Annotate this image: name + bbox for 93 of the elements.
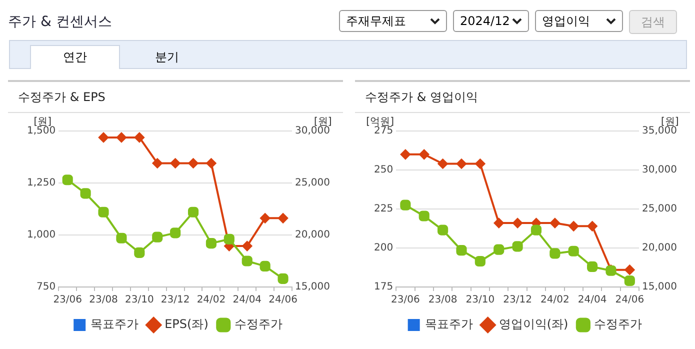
text: 연간 — [30, 45, 120, 69]
point — [494, 244, 504, 255]
text: 주가 & 컨센서스 — [8, 13, 112, 31]
y2-tick-label: 30,000 — [642, 164, 678, 176]
text: 검색 — [629, 10, 677, 34]
y-tick-label: 275 — [374, 126, 394, 137]
point — [438, 224, 448, 236]
legend-label: 영업이익(좌) — [498, 317, 568, 332]
point — [206, 158, 216, 168]
text: 분기 — [154, 48, 180, 66]
x-tick-label: 23/10 — [466, 294, 495, 306]
y2-tick-label: 20,000 — [295, 230, 330, 241]
point — [242, 241, 252, 252]
point — [98, 206, 109, 218]
x-tick-label: 23/08 — [89, 294, 118, 306]
point — [474, 256, 486, 267]
point — [494, 218, 504, 228]
x-tick-label: 23/12 — [503, 294, 532, 306]
point — [512, 218, 523, 228]
point — [512, 241, 523, 252]
point — [80, 188, 91, 199]
point — [188, 158, 198, 168]
point — [550, 218, 560, 228]
point — [624, 264, 635, 275]
x-tick-label: 23/10 — [125, 294, 154, 306]
x-tick-label: 24/04 — [578, 294, 607, 306]
point — [419, 149, 430, 160]
point — [624, 275, 635, 286]
y2-tick-label: 25,000 — [642, 204, 678, 215]
point — [475, 158, 486, 169]
point — [260, 260, 270, 272]
point — [278, 213, 288, 224]
y2-tick-label: 15,000 — [642, 282, 678, 293]
x-tick-label: 24/06 — [615, 294, 644, 306]
y2-tick-label: 35,000 — [642, 126, 678, 137]
point — [550, 248, 560, 259]
y2-tick-label: 20,000 — [642, 242, 678, 254]
point — [587, 261, 598, 272]
text: 영업이익 — [542, 12, 590, 30]
point — [116, 132, 126, 142]
y2-tick-label: 15,000 — [295, 282, 330, 293]
x-tick-label: 24/02 — [540, 294, 570, 306]
point — [116, 232, 127, 244]
legend-label: EPS(좌) — [164, 317, 208, 332]
point — [418, 210, 430, 222]
point — [188, 206, 199, 218]
x-tick-label: 23/06 — [391, 294, 420, 306]
x-tick-label: 24/04 — [232, 294, 262, 306]
text: 2024/12 — [460, 14, 510, 28]
point — [438, 158, 448, 169]
point — [400, 200, 411, 210]
legend-label: 수정주가 — [234, 317, 282, 332]
point — [587, 221, 598, 232]
y2-tick-label: 30,000 — [295, 126, 330, 137]
y-tick-label: 250 — [374, 164, 394, 176]
chart-title: 수정주가 & 영업이익 — [355, 82, 690, 113]
point — [206, 238, 217, 249]
text: 주재무제표 — [346, 12, 406, 30]
point — [224, 234, 234, 244]
y2-tick-label: 25,000 — [295, 178, 330, 189]
point — [152, 232, 163, 242]
x-tick-label: 24/02 — [196, 294, 226, 306]
point — [456, 245, 467, 256]
y-tick-label: 175 — [374, 282, 394, 293]
chart-title: 수정주가 & EPS — [8, 82, 343, 113]
point — [62, 174, 73, 186]
x-tick-label: 24/06 — [268, 294, 298, 306]
legend-label: 목표주가 — [424, 317, 473, 332]
point — [260, 213, 270, 224]
point — [98, 132, 109, 142]
point — [152, 158, 162, 168]
point — [134, 132, 144, 142]
y-tick-label: 200 — [374, 242, 394, 254]
point — [456, 158, 466, 169]
legend-label: 수정주가 — [594, 317, 642, 332]
point — [134, 247, 145, 258]
point — [278, 273, 288, 284]
point — [530, 224, 542, 236]
point — [170, 228, 181, 238]
y-tick-label: 1,000 — [26, 230, 56, 241]
point — [568, 246, 579, 256]
x-tick-label: 23/08 — [428, 294, 458, 306]
x-tick-label: 23/06 — [53, 294, 82, 306]
point — [170, 158, 180, 168]
y-tick-label: 1,500 — [26, 126, 56, 137]
x-tick-label: 23/12 — [160, 294, 190, 306]
y-tick-label: 225 — [374, 204, 394, 215]
y-tick-label: 1,250 — [26, 178, 56, 189]
legend-label: 목표주가 — [90, 317, 139, 332]
y-tick-label: 750 — [36, 282, 56, 293]
point — [400, 149, 410, 160]
point — [568, 221, 579, 232]
point — [242, 256, 252, 266]
